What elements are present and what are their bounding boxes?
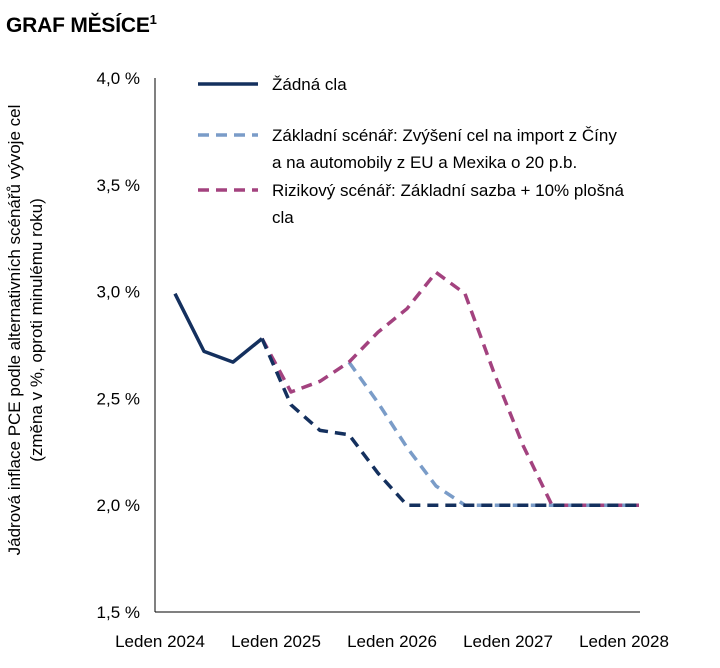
series-lines xyxy=(173,270,639,507)
legend-label: a na automobily z EU a Mexika o 20 p.b. xyxy=(272,153,577,172)
y-tick-label: 3,0 % xyxy=(97,283,140,302)
series-line xyxy=(260,270,639,507)
x-tick-label: Leden 2027 xyxy=(463,632,553,651)
y-tick-label: 3,5 % xyxy=(97,176,140,195)
x-tick-label: Leden 2025 xyxy=(231,632,321,651)
series-line xyxy=(260,337,639,507)
axes: 1,5 % 2,0 % 2,5 % 3,0 % 3,5 % 4,0 % Leden 2024… xyxy=(97,69,669,651)
legend-label: Žádná cla xyxy=(272,75,347,94)
chart-title-text: GRAF MĚSÍCE xyxy=(6,14,150,37)
y-tick-label: 4,0 % xyxy=(97,69,140,88)
y-tick-label: 2,0 % xyxy=(97,496,140,515)
legend-label: cla xyxy=(272,208,294,227)
series-line xyxy=(173,292,264,364)
x-tick-label: Leden 2026 xyxy=(347,632,437,651)
y-tick-label: 1,5 % xyxy=(97,603,140,622)
legend-label: Rizikový scénář: Základní sazba + 10% pl… xyxy=(272,181,625,200)
chart-title: GRAF MĚSÍCE1 xyxy=(6,12,157,38)
x-tick-label: Leden 2024 xyxy=(115,632,205,651)
footnote-mark: 1 xyxy=(149,12,157,27)
legend-label: Základní scénář: Zvýšení cel na import z… xyxy=(272,126,617,145)
y-tick-label: 2,5 % xyxy=(97,389,140,408)
series-line xyxy=(347,361,639,507)
legend: Žádná cla Základní scénář: Zvýšení cel na… xyxy=(198,75,625,227)
x-tick-label: Leden 2028 xyxy=(579,632,669,651)
